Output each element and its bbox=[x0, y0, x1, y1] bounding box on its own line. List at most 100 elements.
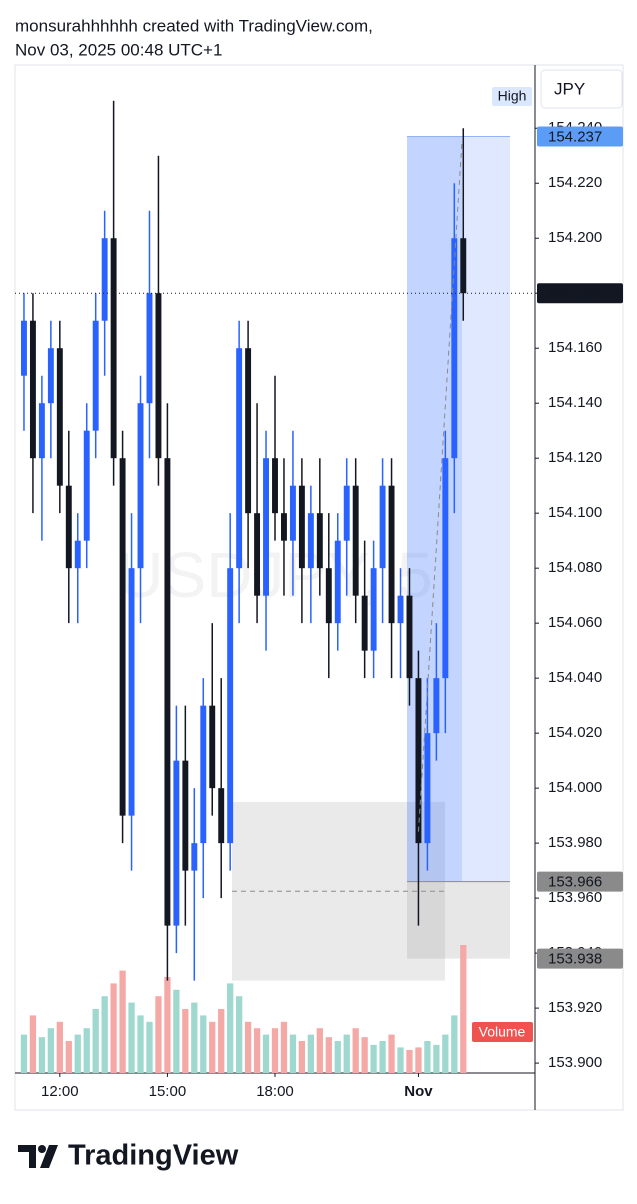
stop-zone bbox=[407, 881, 510, 959]
volume-bar bbox=[334, 1041, 341, 1073]
volume-bar bbox=[370, 1044, 377, 1073]
high-label-box bbox=[492, 87, 532, 106]
volume-bar bbox=[227, 983, 234, 1073]
candle-body bbox=[415, 678, 422, 844]
y-tick-label: 154.020 bbox=[548, 724, 602, 741]
candle-body bbox=[254, 513, 261, 596]
candle-body bbox=[38, 403, 45, 459]
axis-layer: 154.240154.220154.200154.180154.160154.1… bbox=[41, 69, 623, 1100]
volume-bar bbox=[262, 1034, 270, 1073]
volume-bar bbox=[361, 1037, 368, 1073]
volume-bar bbox=[451, 1015, 458, 1073]
candle-body bbox=[209, 705, 216, 789]
candle-body bbox=[164, 458, 171, 926]
volume-bar bbox=[128, 1002, 135, 1073]
candle-body bbox=[56, 348, 63, 486]
last-price-tag bbox=[537, 283, 623, 304]
volume-bar bbox=[280, 1021, 288, 1073]
volume-bar bbox=[307, 1034, 314, 1073]
y-tick-label: 154.040 bbox=[548, 669, 602, 686]
volume-bar bbox=[119, 970, 126, 1073]
candle-body bbox=[83, 430, 90, 541]
volume-bar bbox=[182, 1009, 189, 1073]
candle-body bbox=[146, 293, 153, 404]
y-tick-label: 154.160 bbox=[548, 339, 602, 356]
volume-bar bbox=[173, 989, 180, 1073]
volume-bar bbox=[101, 996, 108, 1073]
volume-bar bbox=[29, 1015, 37, 1073]
candle-body bbox=[316, 513, 323, 569]
chart-frame bbox=[14, 64, 624, 1111]
candle-body bbox=[155, 293, 162, 459]
volume-bar bbox=[38, 1037, 46, 1073]
volume-bar bbox=[379, 1041, 386, 1073]
candle-body bbox=[74, 540, 81, 569]
candle-body bbox=[361, 595, 368, 651]
y-tick-label: 153.980 bbox=[548, 834, 602, 851]
candle-body bbox=[236, 348, 243, 569]
volume-bar bbox=[74, 1034, 81, 1073]
volume-bar bbox=[298, 1041, 306, 1073]
candle-body bbox=[460, 238, 467, 294]
volume-bar bbox=[56, 1021, 63, 1073]
candle-body bbox=[110, 238, 117, 459]
volume-bar bbox=[47, 1028, 54, 1073]
candle-body bbox=[47, 348, 54, 404]
candle-body bbox=[182, 760, 189, 871]
high-label: High bbox=[498, 88, 527, 104]
candle-body bbox=[289, 485, 296, 541]
logo-mark bbox=[18, 1145, 36, 1168]
candle-body bbox=[191, 843, 198, 871]
volume-bar bbox=[460, 945, 467, 1073]
rectangle-drawing bbox=[232, 801, 445, 981]
candle-body bbox=[388, 485, 395, 624]
y-tick-label: 153.960 bbox=[548, 889, 602, 906]
entry-tag bbox=[537, 871, 623, 892]
candle-body bbox=[173, 760, 180, 926]
y-tick-label: 154.080 bbox=[548, 559, 602, 576]
candle-body bbox=[29, 320, 36, 459]
currency-label: JPY bbox=[554, 79, 585, 98]
volume-bar bbox=[209, 1021, 216, 1073]
y-tick-label: 154.100 bbox=[548, 504, 602, 521]
volume-bar bbox=[352, 1028, 359, 1073]
y-tick-label: 154.120 bbox=[548, 449, 602, 466]
candle-body bbox=[343, 485, 350, 541]
candle-body bbox=[119, 458, 126, 816]
currency-box bbox=[540, 69, 623, 109]
logo-mark bbox=[38, 1145, 46, 1153]
target-tag bbox=[537, 126, 623, 147]
volume-bar bbox=[191, 1002, 198, 1073]
stop-tag bbox=[537, 948, 623, 969]
volume-bar bbox=[200, 1015, 207, 1073]
volume-bar bbox=[137, 1015, 144, 1073]
logo: TradingView bbox=[18, 1140, 239, 1172]
candle-body bbox=[298, 485, 305, 569]
y-tick-label: 154.200 bbox=[548, 229, 602, 246]
volume-bar bbox=[442, 1034, 449, 1073]
candle-body bbox=[451, 238, 458, 459]
volume-label-box bbox=[472, 1022, 533, 1042]
volume-bar bbox=[236, 996, 243, 1073]
candle-body bbox=[245, 348, 252, 514]
x-tick-label: 12:00 bbox=[41, 1083, 79, 1100]
x-tick-label: 15:00 bbox=[149, 1083, 187, 1100]
candle-body bbox=[21, 320, 27, 376]
header-line: Nov 03, 2025 00:48 UTC+1 bbox=[15, 40, 222, 59]
volume-bar bbox=[155, 996, 162, 1073]
candle-body bbox=[325, 568, 332, 624]
candle-body bbox=[128, 568, 135, 816]
candle-body bbox=[370, 568, 377, 651]
candle-body bbox=[137, 403, 144, 569]
volume-bar bbox=[253, 1028, 261, 1073]
brand: TradingView bbox=[68, 1140, 239, 1172]
y-tick-label: 154.000 bbox=[548, 779, 602, 796]
y-tick-label: 153.900 bbox=[548, 1054, 602, 1071]
volume-bar bbox=[146, 1021, 153, 1073]
candle-body bbox=[65, 485, 72, 569]
volume-bar bbox=[218, 1009, 225, 1073]
candle-body bbox=[379, 485, 386, 569]
volume-bar bbox=[406, 1049, 413, 1073]
candle-body bbox=[406, 595, 413, 679]
volume-bar bbox=[316, 1028, 323, 1073]
